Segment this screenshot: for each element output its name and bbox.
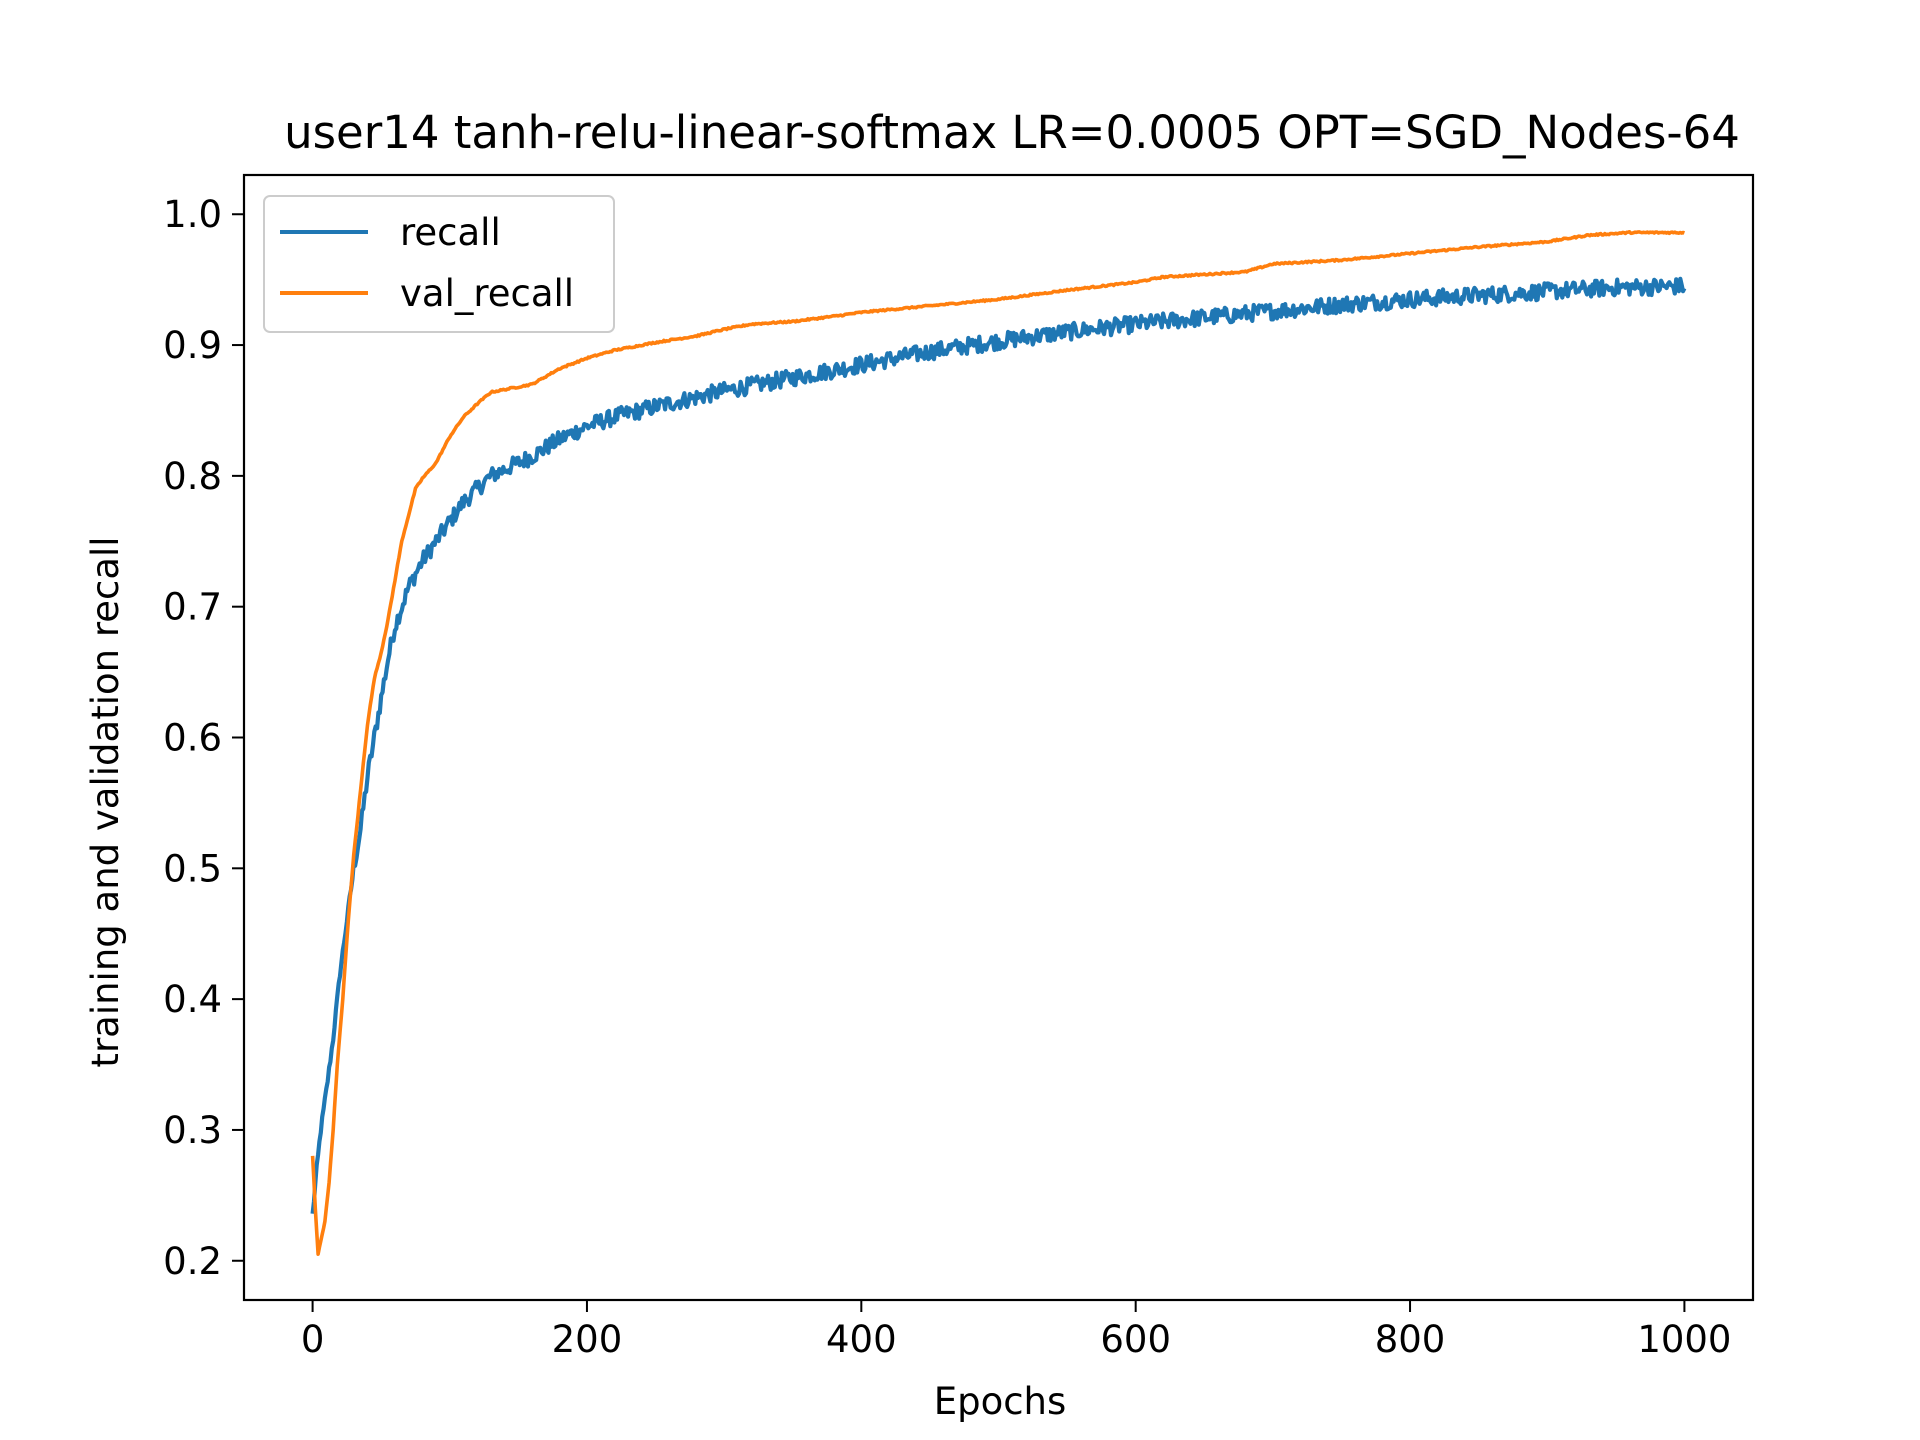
x-tick-label: 200 (552, 1318, 623, 1361)
x-tick-label: 800 (1375, 1318, 1446, 1361)
y-tick-label: 0.8 (163, 455, 222, 498)
x-tick-label: 0 (301, 1318, 325, 1361)
y-tick-label: 0.2 (163, 1240, 222, 1283)
legend-label-val-recall: val_recall (400, 272, 574, 315)
y-axis-label: training and validation recall (84, 536, 127, 1067)
y-tick-label: 0.7 (163, 586, 222, 629)
series-line-recall (310, 276, 1687, 1214)
chart-title: user14 tanh-relu-linear-softmax LR=0.000… (284, 106, 1740, 159)
legend: recall val_recall (263, 195, 615, 333)
y-tick-label: 0.4 (163, 978, 222, 1021)
y-tick-label: 0.5 (163, 847, 222, 890)
x-tick-label: 400 (826, 1318, 897, 1361)
y-tick-label: 1.0 (163, 193, 222, 236)
x-tick-label: 1000 (1637, 1318, 1731, 1361)
legend-label-recall: recall (400, 211, 501, 254)
series-line-val-recall (310, 230, 1686, 1256)
y-tick-label: 0.9 (163, 324, 222, 367)
axis-ticks: 0 200 400 600 800 1000 0.2 0.3 0.4 0.5 0.6 0.7 0.8 0.… (163, 193, 1731, 1361)
x-axis-label: Epochs (934, 1380, 1067, 1423)
y-tick-label: 0.6 (163, 717, 222, 760)
x-tick-label: 600 (1100, 1318, 1171, 1361)
y-tick-label: 0.3 (163, 1109, 222, 1152)
